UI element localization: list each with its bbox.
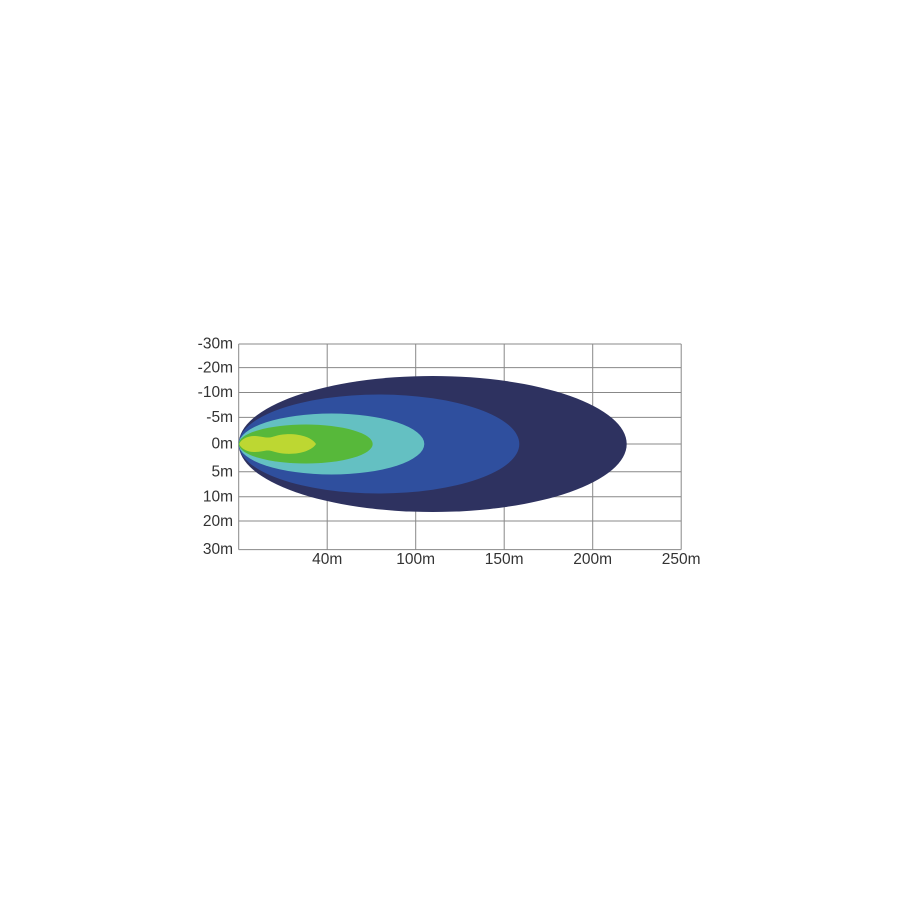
svg-text:-10m: -10m [198, 384, 233, 401]
svg-text:30m: 30m [203, 541, 233, 558]
svg-text:150m: 150m [485, 551, 524, 568]
svg-text:100m: 100m [396, 551, 435, 568]
svg-text:40m: 40m [312, 551, 342, 568]
svg-text:-20m: -20m [198, 359, 233, 376]
svg-text:-5m: -5m [206, 409, 233, 426]
svg-text:200m: 200m [573, 551, 612, 568]
svg-text:10m: 10m [203, 489, 233, 506]
svg-text:250m: 250m [662, 551, 701, 568]
svg-text:5m: 5m [211, 464, 233, 481]
svg-text:0m: 0m [211, 436, 233, 453]
svg-text:-30m: -30m [198, 336, 233, 353]
svg-text:20m: 20m [203, 513, 233, 530]
